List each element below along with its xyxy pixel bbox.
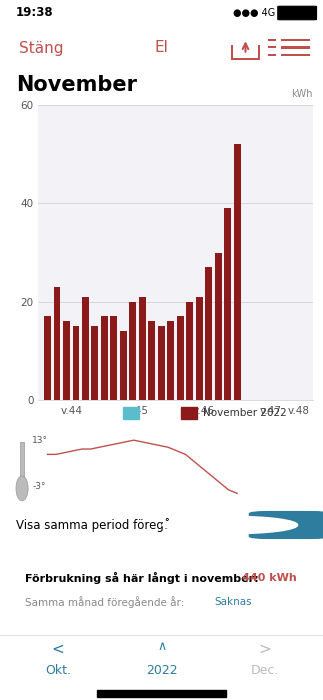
FancyBboxPatch shape xyxy=(249,511,323,539)
Bar xyxy=(73,326,79,400)
Text: Dec.: Dec. xyxy=(251,664,279,676)
Text: ∧: ∧ xyxy=(157,640,166,653)
Text: 13°: 13° xyxy=(32,435,48,444)
Bar xyxy=(258,45,260,60)
Bar xyxy=(82,297,89,400)
Circle shape xyxy=(162,516,298,534)
Bar xyxy=(268,46,276,48)
Bar xyxy=(123,407,139,419)
Bar xyxy=(177,316,184,400)
Bar xyxy=(268,54,276,56)
Bar xyxy=(167,321,174,400)
Bar xyxy=(110,316,117,400)
Bar xyxy=(148,321,155,400)
Text: 19:38: 19:38 xyxy=(16,6,54,20)
Text: -3°: -3° xyxy=(32,482,46,491)
FancyBboxPatch shape xyxy=(278,6,317,20)
Text: November 2022: November 2022 xyxy=(203,408,287,418)
Bar xyxy=(20,442,24,484)
Bar xyxy=(281,46,310,49)
Text: ●●● 4G: ●●● 4G xyxy=(233,8,275,18)
Text: Stäng: Stäng xyxy=(19,41,64,55)
Bar xyxy=(205,267,212,400)
Bar xyxy=(215,253,222,400)
Bar xyxy=(139,297,146,400)
Text: 440 kWh: 440 kWh xyxy=(242,573,296,582)
Text: 2022: 2022 xyxy=(146,664,177,676)
Bar xyxy=(231,45,233,60)
Bar xyxy=(196,297,203,400)
Text: Visa samma period föregående år: Visa samma period föregående år xyxy=(16,518,217,532)
Bar xyxy=(186,302,193,400)
Text: >: > xyxy=(258,641,271,657)
Text: Okt.: Okt. xyxy=(45,664,71,676)
Text: Saknas: Saknas xyxy=(214,597,252,608)
Bar xyxy=(181,407,197,419)
Bar xyxy=(281,38,310,41)
Bar xyxy=(44,316,51,400)
Text: Samma månad föregående år:: Samma månad föregående år: xyxy=(25,596,187,608)
Bar xyxy=(91,326,98,400)
Text: kWh: kWh xyxy=(291,89,313,99)
Bar xyxy=(97,690,226,696)
Bar xyxy=(101,316,108,400)
Bar xyxy=(281,54,310,57)
Bar xyxy=(54,287,60,400)
Bar xyxy=(63,321,70,400)
Bar xyxy=(231,57,260,60)
Text: November: November xyxy=(16,75,137,94)
Bar xyxy=(120,331,127,400)
Bar xyxy=(130,302,136,400)
FancyBboxPatch shape xyxy=(0,553,323,626)
Bar xyxy=(234,144,241,400)
Circle shape xyxy=(16,476,28,501)
Text: Förbrukning så här långt i november:: Förbrukning så här långt i november: xyxy=(25,572,262,584)
Bar xyxy=(224,209,231,400)
Bar xyxy=(158,326,165,400)
Text: <: < xyxy=(52,641,65,657)
Text: El: El xyxy=(155,41,168,55)
Bar xyxy=(268,39,276,41)
